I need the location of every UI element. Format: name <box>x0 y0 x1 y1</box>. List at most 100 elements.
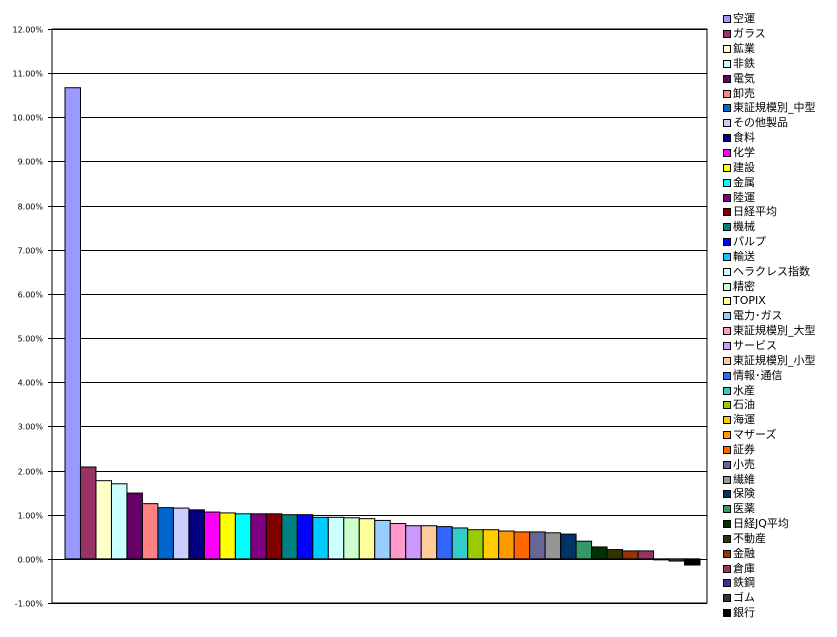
legend-item: その他製品 <box>723 116 816 131</box>
legend-label: 不動産 <box>733 531 766 545</box>
y-tick-label: -1.00% <box>15 600 44 609</box>
legend-item: TOPIX <box>723 294 816 309</box>
legend-label: 非鉄 <box>733 56 755 70</box>
legend-item: 電力･ガス <box>723 309 816 324</box>
bar-16 <box>296 514 314 560</box>
legend-label: 水産 <box>733 383 755 397</box>
legend-item: 輸送 <box>723 250 816 265</box>
legend-label: 東証規模別_大型 <box>733 324 816 338</box>
bar-17 <box>312 516 329 560</box>
legend-swatch <box>723 431 731 440</box>
legend-swatch <box>723 193 731 202</box>
legend-swatch <box>723 45 731 54</box>
legend-label: TOPIX <box>733 294 766 308</box>
legend-label: ヘラクレス指数 <box>733 264 810 278</box>
legend-swatch <box>723 149 731 158</box>
y-tick-label: 12.00% <box>12 26 43 35</box>
legend-swatch <box>723 460 731 469</box>
legend-item: 機械 <box>723 220 816 235</box>
bar-11 <box>219 512 236 560</box>
bar-26 <box>451 527 469 560</box>
legend-swatch <box>723 223 731 232</box>
legend-item: 不動産 <box>723 532 816 547</box>
legend-label: 精密 <box>733 279 755 293</box>
legend-item: 金属 <box>723 175 816 190</box>
bar-15 <box>281 514 298 560</box>
bar-37 <box>622 550 639 560</box>
legend-item: 精密 <box>723 279 816 294</box>
legend-label: 金属 <box>733 175 755 189</box>
legend-swatch <box>723 238 731 247</box>
bar-41 <box>684 558 701 566</box>
bar-38 <box>637 550 655 560</box>
legend-label: 証券 <box>733 442 755 456</box>
y-tick-label: 11.00% <box>12 70 43 79</box>
legend-label: 銀行 <box>733 606 755 620</box>
legend-item: 倉庫 <box>723 561 816 576</box>
legend-swatch <box>723 252 731 261</box>
legend-item: 建設 <box>723 160 816 175</box>
legend-swatch <box>723 178 731 187</box>
legend-item: 陸運 <box>723 190 816 205</box>
legend-item: ゴム <box>723 591 816 606</box>
legend-label: 倉庫 <box>733 561 755 575</box>
legend-item: 保険 <box>723 487 816 502</box>
legend-label: 鉄鋼 <box>733 576 755 590</box>
legend-swatch <box>723 371 731 380</box>
legend-swatch <box>723 15 731 24</box>
bar-32 <box>544 532 562 560</box>
legend-item: 情報･通信 <box>723 368 816 383</box>
legend-swatch <box>723 59 731 68</box>
legend-item: サービス <box>723 339 816 354</box>
legend-item: 非鉄 <box>723 57 816 72</box>
legend-swatch <box>723 401 731 410</box>
y-tick-label: 0.00% <box>18 556 44 565</box>
bar-5 <box>126 492 143 560</box>
bar-31 <box>529 531 546 560</box>
legend-label: 東証規模別_小型 <box>733 353 816 367</box>
bar-39 <box>653 558 670 561</box>
legend-label: サービス <box>733 338 777 352</box>
bar-9 <box>188 509 205 560</box>
legend-swatch <box>723 297 731 306</box>
legend-swatch <box>723 312 731 321</box>
legend-swatch <box>723 609 731 618</box>
legend-swatch <box>723 579 731 588</box>
bar-34 <box>575 540 593 560</box>
legend-label: 機械 <box>733 220 755 234</box>
legend-item: 東証規模別_小型 <box>723 353 816 368</box>
legend-swatch <box>723 445 731 454</box>
legend-item: ヘラクレス指数 <box>723 264 816 279</box>
legend-item: 電気 <box>723 71 816 86</box>
bar-12 <box>234 513 252 560</box>
legend-item: 卸売 <box>723 86 816 101</box>
legend-label: ゴム <box>733 591 755 605</box>
legend-swatch <box>723 104 731 113</box>
legend-item: 鉄鋼 <box>723 576 816 591</box>
legend-label: 日経JQ平均 <box>733 517 789 531</box>
legend-item: 銀行 <box>723 606 816 621</box>
bar-21 <box>374 519 391 560</box>
legend-label: 医薬 <box>733 502 755 516</box>
legend-swatch <box>723 89 731 98</box>
bar-10 <box>203 511 221 560</box>
legend-item: 水産 <box>723 383 816 398</box>
legend-label: 電力･ガス <box>733 309 783 323</box>
bar-36 <box>606 549 624 560</box>
bar-13 <box>250 513 267 560</box>
legend-item: 東証規模別_大型 <box>723 324 816 339</box>
legend-label: パルプ <box>733 235 766 249</box>
bar-23 <box>405 525 422 560</box>
bar-19 <box>343 517 360 560</box>
legend-item: 東証規模別_中型 <box>723 101 816 116</box>
legend-swatch <box>723 594 731 603</box>
legend-item: 金融 <box>723 546 816 561</box>
bar-8 <box>172 507 190 560</box>
legend-item: マザーズ <box>723 428 816 443</box>
legend-swatch <box>723 520 731 529</box>
legend-swatch <box>723 564 731 573</box>
y-tick-label: 10.00% <box>12 114 43 123</box>
legend-label: 海運 <box>733 413 755 427</box>
legend-swatch <box>723 119 731 128</box>
legend-label: 金融 <box>733 546 755 560</box>
